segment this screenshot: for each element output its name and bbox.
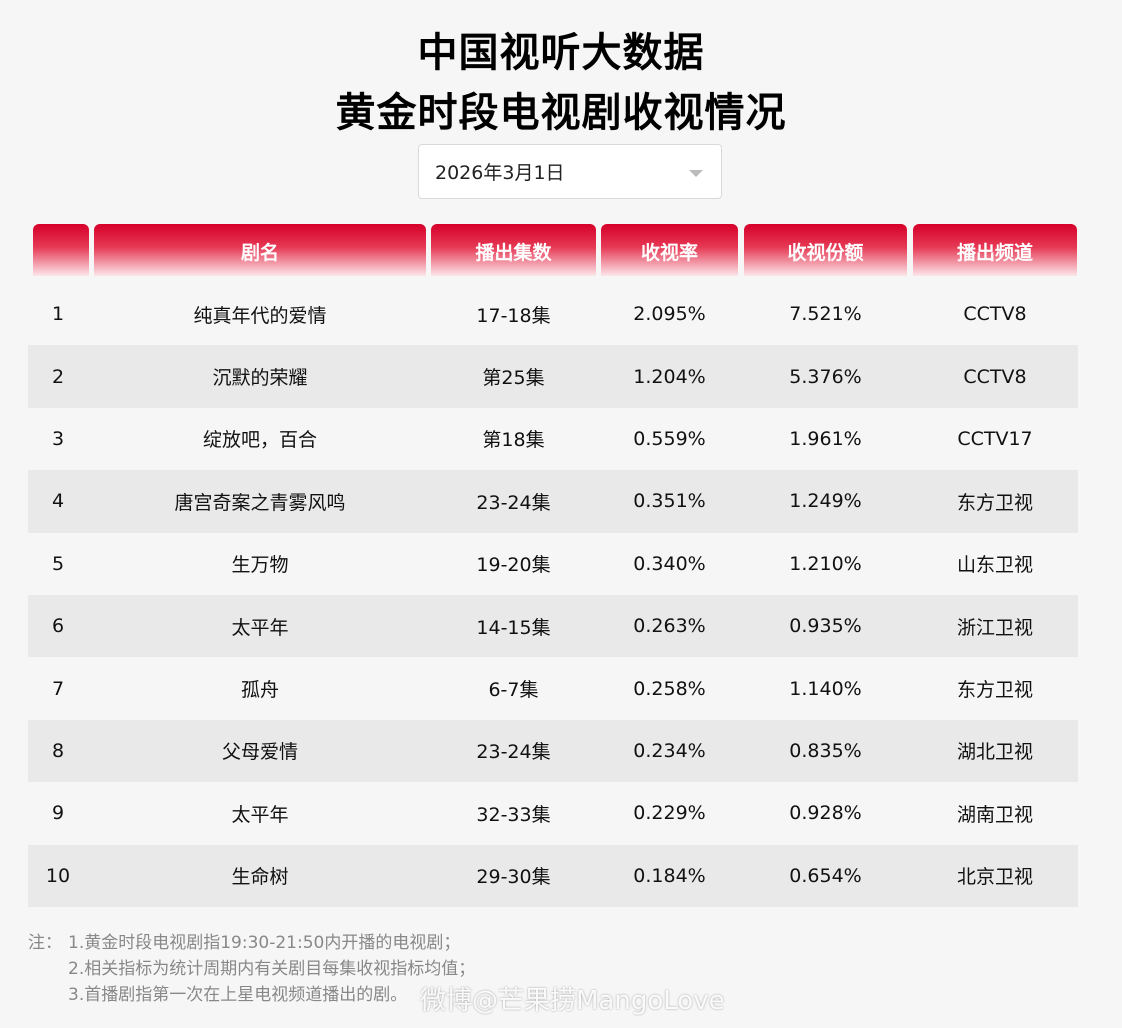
date-dropdown-value: 2026年3月1日 — [435, 162, 565, 184]
channel-cell: CCTV8 — [963, 303, 1027, 326]
rank-cell: 6 — [51, 615, 65, 638]
rating-cell: 0.234% — [633, 739, 706, 762]
title-cell: 绽放吧，百合 — [202, 429, 317, 452]
rating-cell: 0.229% — [633, 802, 706, 825]
table-row: 4 唐宫奇案之青雾风鸣 23-24集 0.351% 1.249% 东方卫视 — [28, 470, 1078, 533]
channel-cell: CCTV8 — [963, 365, 1027, 388]
channel-cell: 北京卫视 — [956, 866, 1033, 889]
rank-cell: 7 — [51, 677, 65, 700]
header-rank — [33, 224, 89, 276]
rating-cell: 0.258% — [633, 677, 706, 700]
date-dropdown[interactable]: 2026年3月1日 — [418, 144, 722, 199]
header-rating: 收视率 — [601, 224, 738, 276]
share-cell: 1.249% — [789, 490, 862, 513]
channel-cell: 东方卫视 — [956, 491, 1033, 514]
table-row: 9 太平年 32-33集 0.229% 0.928% 湖南卫视 — [28, 782, 1078, 844]
title-cell: 父母爱情 — [221, 741, 298, 764]
rank-cell: 10 — [45, 864, 71, 887]
share-cell: 0.835% — [789, 739, 862, 762]
header-title: 剧名 — [94, 224, 426, 276]
channel-cell: 湖南卫视 — [956, 803, 1033, 826]
episodes-cell: 19-20集 — [476, 554, 551, 577]
rank-cell: 5 — [51, 552, 65, 575]
title-cell: 生命树 — [231, 866, 289, 889]
rating-cell: 0.340% — [633, 552, 706, 575]
rating-cell: 2.095% — [633, 303, 706, 326]
share-cell: 1.961% — [789, 427, 862, 450]
rating-cell: 1.204% — [633, 365, 706, 388]
channel-cell: 东方卫视 — [956, 679, 1033, 702]
note-item: 1.黄金时段电视剧指19:30-21:50内开播的电视剧； — [68, 933, 461, 953]
chevron-down-icon — [689, 170, 703, 177]
note-item: 3.首播剧指第一次在上星电视频道播出的剧。 — [68, 985, 408, 1005]
rank-cell: 2 — [51, 365, 65, 388]
share-cell: 5.376% — [789, 365, 862, 388]
rank-cell: 4 — [51, 490, 65, 513]
share-cell: 1.210% — [789, 552, 862, 575]
table-row: 7 孤舟 6-7集 0.258% 1.140% 东方卫视 — [28, 657, 1078, 719]
channel-cell: 湖北卫视 — [956, 741, 1033, 764]
title-cell: 太平年 — [231, 803, 289, 826]
rank-cell: 3 — [51, 427, 65, 450]
title-cell: 沉默的荣耀 — [212, 367, 308, 390]
rating-cell: 0.351% — [633, 490, 706, 513]
episodes-cell: 第25集 — [482, 367, 545, 390]
page-title: 中国视听大数据 — [417, 30, 705, 76]
title-cell: 孤舟 — [240, 679, 279, 702]
table-row: 1 纯真年代的爱情 17-18集 2.095% 7.521% CCTV8 — [28, 283, 1078, 345]
table-row: 5 生万物 19-20集 0.340% 1.210% 山东卫视 — [28, 533, 1078, 595]
episodes-cell: 23-24集 — [476, 491, 551, 514]
rating-cell: 0.184% — [633, 864, 706, 887]
header-share: 收视份额 — [744, 224, 907, 276]
notes-label: 注： — [28, 933, 62, 953]
episodes-cell: 17-18集 — [476, 304, 551, 327]
header-episodes: 播出集数 — [431, 224, 596, 276]
rating-cell: 0.263% — [633, 615, 706, 638]
episodes-cell: 14-15集 — [476, 616, 551, 639]
episodes-cell: 第18集 — [482, 429, 545, 452]
share-cell: 1.140% — [789, 677, 862, 700]
rank-cell: 1 — [51, 303, 65, 326]
channel-cell: 山东卫视 — [956, 554, 1033, 577]
watermark: 微博@芒果捞MangoLove — [420, 986, 725, 1016]
share-cell: 0.928% — [789, 802, 862, 825]
table-row: 3 绽放吧，百合 第18集 0.559% 1.961% CCTV17 — [28, 408, 1078, 470]
table-row: 8 父母爱情 23-24集 0.234% 0.835% 湖北卫视 — [28, 719, 1078, 783]
table-header: 剧名 播出集数 收视率 收视份额 播出频道 — [0, 224, 1122, 276]
share-cell: 0.935% — [789, 615, 862, 638]
share-cell: 0.654% — [789, 864, 862, 887]
note-item: 2.相关指标为统计周期内有关剧目每集收视指标均值； — [68, 959, 476, 979]
rating-cell: 0.559% — [633, 427, 706, 450]
episodes-cell: 32-33集 — [476, 803, 551, 826]
table-row: 6 太平年 14-15集 0.263% 0.935% 浙江卫视 — [28, 594, 1078, 658]
table-row: 2 沉默的荣耀 第25集 1.204% 5.376% CCTV8 — [28, 345, 1078, 408]
episodes-cell: 29-30集 — [476, 866, 551, 889]
episodes-cell: 23-24集 — [476, 741, 551, 764]
header-channel: 播出频道 — [913, 224, 1077, 276]
title-cell: 纯真年代的爱情 — [193, 304, 327, 327]
episodes-cell: 6-7集 — [488, 679, 539, 702]
share-cell: 7.521% — [789, 303, 862, 326]
ratings-table-body: 1 纯真年代的爱情 17-18集 2.095% 7.521% CCTV8 2 沉默的荣耀 第25… — [28, 283, 1078, 907]
channel-cell: 浙江卫视 — [956, 616, 1033, 639]
title-cell: 唐宫奇案之青雾风鸣 — [174, 491, 346, 514]
channel-cell: CCTV17 — [957, 427, 1033, 450]
page-subtitle: 黄金时段电视剧收视情况 — [335, 90, 787, 136]
rank-cell: 8 — [51, 739, 65, 762]
title-cell: 生万物 — [231, 554, 289, 577]
title-cell: 太平年 — [231, 616, 289, 639]
table-row: 10 生命树 29-30集 0.184% 0.654% 北京卫视 — [28, 844, 1078, 907]
rank-cell: 9 — [51, 802, 65, 825]
